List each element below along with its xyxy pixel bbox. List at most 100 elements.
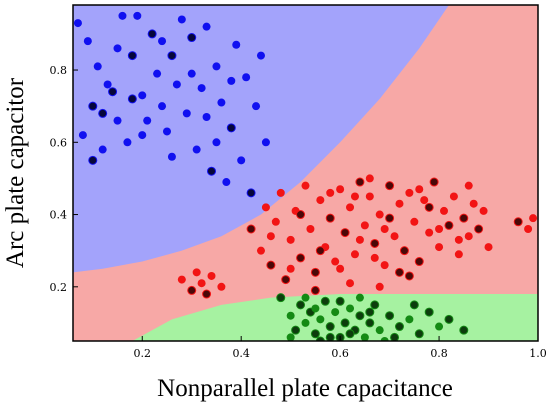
data-point bbox=[355, 293, 364, 302]
data-point bbox=[261, 138, 270, 147]
data-point bbox=[227, 76, 236, 85]
data-point bbox=[484, 243, 493, 252]
data-point bbox=[197, 84, 206, 93]
data-point bbox=[301, 181, 310, 190]
plot-frame bbox=[72, 4, 539, 342]
data-point bbox=[296, 210, 306, 220]
data-point bbox=[113, 116, 122, 125]
data-point bbox=[182, 109, 191, 118]
data-point bbox=[365, 174, 374, 183]
data-point bbox=[217, 98, 226, 107]
data-point bbox=[394, 322, 404, 332]
data-point bbox=[286, 264, 295, 273]
data-point bbox=[246, 188, 256, 198]
data-points bbox=[73, 11, 538, 341]
data-point bbox=[83, 37, 92, 46]
data-point bbox=[202, 113, 211, 121]
data-point bbox=[143, 116, 152, 125]
data-point bbox=[399, 246, 409, 256]
data-point bbox=[108, 87, 118, 97]
data-point bbox=[414, 329, 424, 339]
data-point bbox=[424, 202, 434, 212]
data-point bbox=[98, 145, 107, 154]
data-point bbox=[147, 29, 157, 39]
data-point bbox=[316, 315, 325, 324]
data-point bbox=[435, 322, 444, 331]
data-point bbox=[424, 307, 434, 317]
data-point bbox=[256, 51, 265, 60]
data-point bbox=[350, 192, 359, 201]
data-point bbox=[320, 296, 330, 306]
data-point bbox=[252, 102, 261, 111]
data-point bbox=[365, 192, 374, 201]
data-point bbox=[187, 33, 197, 43]
data-point bbox=[410, 217, 419, 226]
data-point bbox=[459, 213, 469, 223]
y-tick-label: 0.2 bbox=[50, 281, 68, 294]
data-point bbox=[246, 224, 256, 234]
data-point bbox=[370, 253, 379, 262]
data-point bbox=[440, 206, 449, 215]
data-point bbox=[336, 185, 345, 194]
data-point bbox=[380, 225, 389, 233]
data-point bbox=[306, 225, 315, 233]
data-point bbox=[167, 51, 177, 61]
data-point bbox=[385, 213, 395, 223]
data-point bbox=[464, 232, 473, 241]
data-point bbox=[315, 246, 325, 256]
data-point bbox=[331, 308, 340, 317]
data-point bbox=[390, 232, 399, 241]
data-point bbox=[385, 311, 395, 321]
data-point bbox=[301, 318, 310, 327]
data-point bbox=[177, 275, 186, 284]
data-point bbox=[395, 199, 404, 208]
data-point bbox=[325, 213, 335, 223]
data-point bbox=[444, 314, 454, 324]
data-point bbox=[355, 311, 365, 321]
x-tick-label: 1.0 bbox=[529, 347, 547, 360]
data-point bbox=[380, 261, 389, 270]
data-point bbox=[414, 257, 424, 267]
data-point bbox=[212, 138, 221, 147]
x-tick-label: 0.8 bbox=[430, 347, 448, 360]
data-point bbox=[296, 300, 306, 310]
data-point bbox=[256, 246, 265, 255]
data-point bbox=[311, 304, 320, 313]
data-point bbox=[281, 275, 291, 285]
data-point bbox=[524, 225, 533, 233]
data-point bbox=[459, 325, 469, 335]
data-point bbox=[345, 329, 355, 339]
data-point bbox=[73, 19, 82, 28]
data-point bbox=[286, 333, 295, 341]
data-point bbox=[316, 196, 325, 205]
data-point bbox=[291, 325, 301, 335]
data-point bbox=[242, 73, 251, 82]
data-point bbox=[276, 293, 286, 303]
data-point bbox=[340, 318, 350, 328]
data-point bbox=[365, 318, 375, 328]
data-point bbox=[340, 228, 350, 238]
data-point bbox=[454, 250, 463, 259]
x-axis-title: Nonparallel plate capacitance bbox=[157, 375, 453, 402]
data-point bbox=[212, 62, 221, 71]
data-point bbox=[444, 220, 454, 230]
data-point bbox=[310, 267, 320, 277]
data-point bbox=[187, 285, 197, 295]
data-point bbox=[370, 300, 380, 310]
data-point bbox=[286, 311, 295, 320]
y-axis-title: Arc plate capacitor bbox=[2, 77, 29, 268]
data-point bbox=[197, 279, 206, 288]
data-point bbox=[404, 271, 414, 281]
data-point bbox=[375, 326, 384, 335]
data-point bbox=[98, 108, 108, 118]
data-point bbox=[325, 332, 335, 341]
x-tick-label: 0.2 bbox=[134, 347, 152, 360]
data-point bbox=[266, 232, 275, 241]
data-point bbox=[310, 329, 320, 339]
data-point bbox=[405, 188, 414, 197]
data-point bbox=[409, 300, 419, 310]
data-point bbox=[276, 188, 285, 197]
plot-area bbox=[73, 5, 538, 341]
data-point bbox=[133, 11, 142, 20]
